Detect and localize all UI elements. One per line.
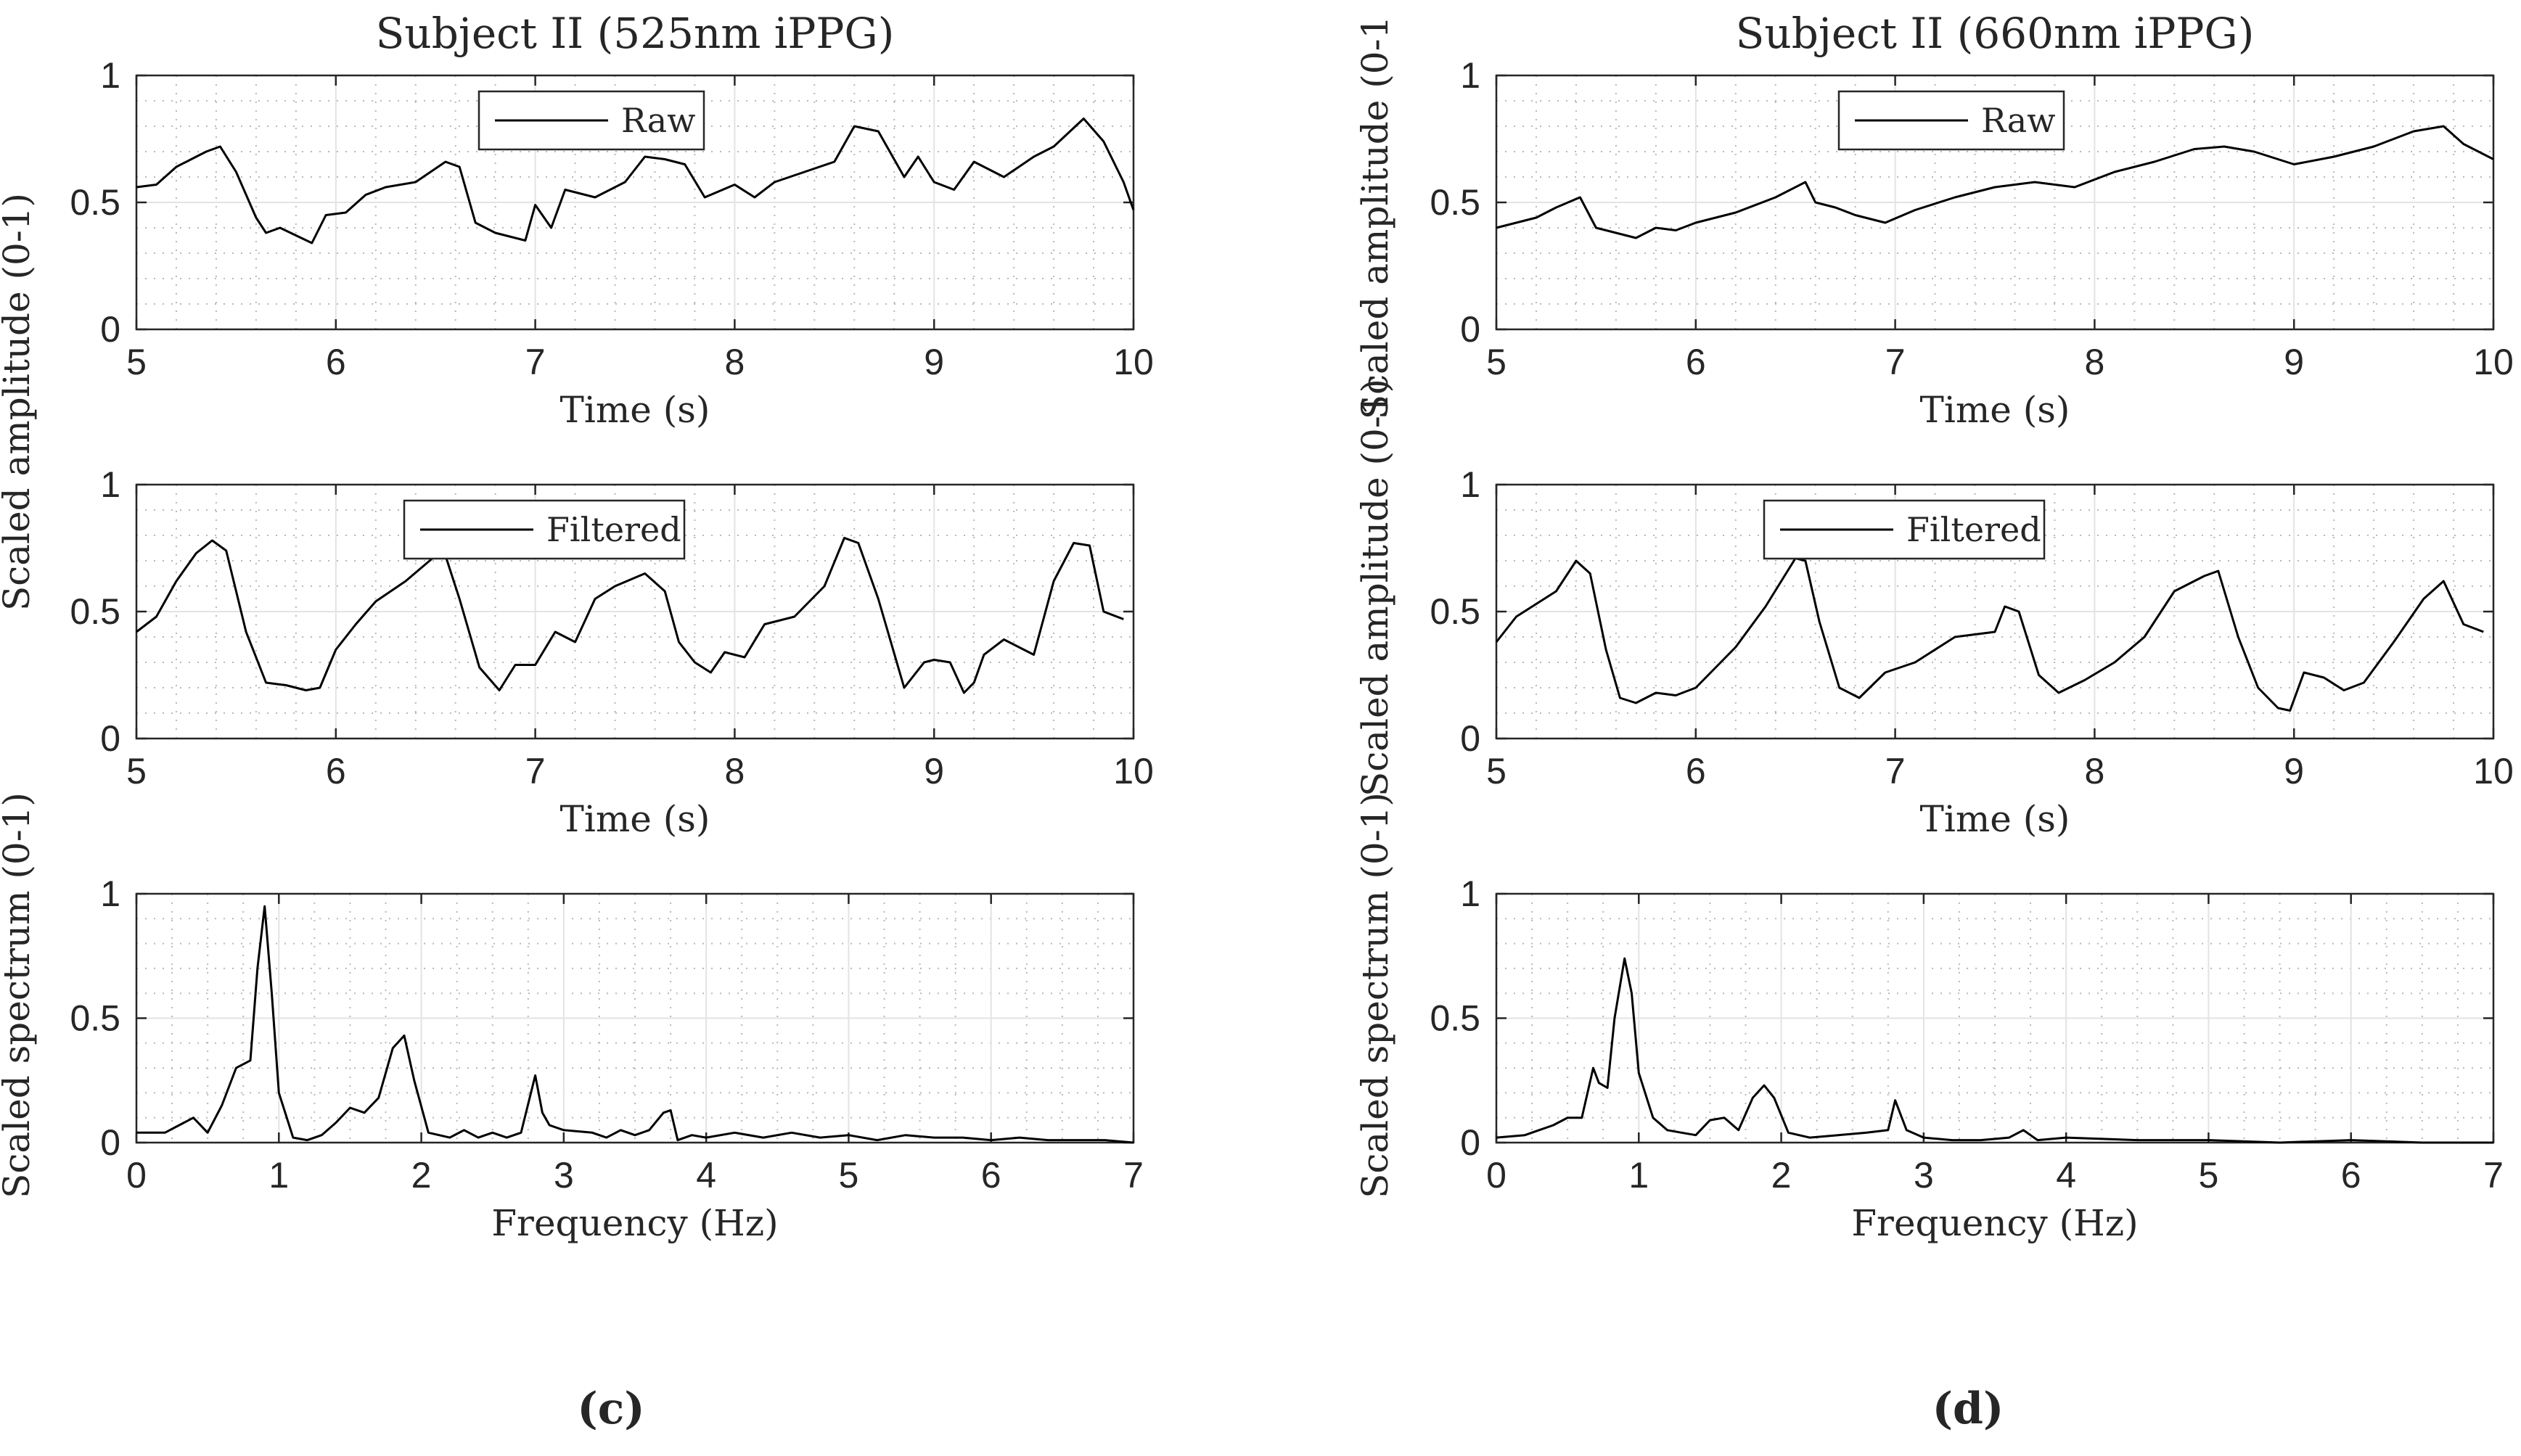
x-tick-label: 0: [1486, 1155, 1507, 1196]
x-tick-label: 5: [1486, 342, 1507, 382]
chart-c-raw: 5 6 7 8 9 10 0 0.5 1 Raw Subject II (525nm iPPG) Ti…: [70, 9, 1153, 431]
y-tick-label: 0.5: [1430, 182, 1480, 223]
x-tick-label: 7: [2483, 1155, 2504, 1196]
chart-d-raw: 5 6 7 8 9 10 0 0.5 1 Raw Subject II (660nm iPPG) Ti…: [1354, 9, 2514, 431]
x-axis-label: Time (s): [1920, 798, 2070, 840]
y-tick-label: 1: [100, 464, 120, 505]
x-tick-label: 7: [1885, 751, 1906, 791]
legend-label: Filtered: [1906, 510, 2041, 549]
x-tick-label: 5: [126, 751, 147, 791]
x-tick-label: 8: [2084, 751, 2104, 791]
y-tick-label: 1: [100, 55, 120, 96]
x-tick-label: 6: [326, 342, 346, 382]
x-tick-label: 4: [2056, 1155, 2076, 1196]
y-tick-label: 0: [100, 1122, 120, 1163]
x-tick-label: 10: [2473, 342, 2514, 382]
x-tick-label: 5: [2199, 1155, 2219, 1196]
y-tick-label: 1: [1460, 873, 1480, 914]
legend-label: Raw: [621, 101, 696, 140]
x-axis-label: Time (s): [560, 389, 710, 431]
x-tick-label: 0: [126, 1155, 147, 1196]
x-tick-label: 6: [326, 751, 346, 791]
y-tick-label: 1: [100, 873, 120, 914]
x-axis-label: Time (s): [1920, 389, 2070, 431]
y-axis-label-shared-left: Scaled amplitude (0-1): [0, 193, 38, 611]
x-tick-label: 5: [839, 1155, 859, 1196]
x-tick-label: 6: [2341, 1155, 2361, 1196]
x-axis-label: Time (s): [560, 798, 710, 840]
x-tick-label: 10: [2473, 751, 2514, 791]
panel-label-d: (d): [1932, 1383, 2004, 1434]
y-tick-label: 0.5: [1430, 998, 1480, 1039]
series-line-d-raw: [1496, 125, 2494, 239]
y-tick-label: 0.5: [70, 591, 120, 632]
x-tick-label: 6: [981, 1155, 1001, 1196]
series-line-c-spectrum: [136, 905, 1134, 1144]
x-tick-label: 9: [924, 342, 944, 382]
x-tick-label: 8: [724, 751, 745, 791]
legend-label: Filtered: [546, 510, 681, 549]
series-line-c-filtered: [136, 537, 1124, 694]
x-tick-label: 1: [269, 1155, 289, 1196]
panel-label-c: (c): [577, 1383, 644, 1434]
chart-d-filtered: 5 6 7 8 9 10 0 0.5 1 Filtered Time (s) Scaled ampli…: [1354, 379, 2514, 840]
y-tick-label: 0.5: [1430, 591, 1480, 632]
x-tick-label: 6: [1686, 342, 1706, 382]
x-tick-label: 5: [1486, 751, 1507, 791]
x-tick-label: 1: [1628, 1155, 1649, 1196]
y-axis-label: Scaled spectrum (0-1): [1354, 792, 1396, 1198]
y-axis-label: Scaled amplitude (0-1): [1354, 379, 1396, 797]
chart-c-filtered: 5 6 7 8 9 10 0 0.5 1 Filtered Time (s): [70, 464, 1153, 840]
series-line-c-raw: [136, 118, 1135, 244]
x-tick-label: 10: [1113, 751, 1154, 791]
y-axis-label: Scaled amplitude (0-1: [1354, 16, 1396, 420]
x-axis-label: Frequency (Hz): [491, 1202, 778, 1244]
legend-label: Raw: [1981, 101, 2056, 140]
x-axis-label: Frequency (Hz): [1851, 1202, 2138, 1244]
chart-c-spectrum: 0 1 2 3 4 5 6 7 0 0.5 1 Frequency (Hz) Scaled spectr…: [0, 792, 1144, 1244]
x-tick-label: 10: [1113, 342, 1154, 382]
y-tick-label: 0.5: [70, 182, 120, 223]
x-tick-label: 2: [1771, 1155, 1792, 1196]
x-tick-label: 8: [724, 342, 745, 382]
y-axis-label: Scaled spectrum (0-1): [0, 792, 38, 1198]
y-tick-label: 0: [100, 309, 120, 350]
chart-d-spectrum: 0 1 2 3 4 5 6 7 0 0.5 1 Frequency (Hz) Scaled spectr…: [1354, 792, 2504, 1244]
y-tick-label: 0: [1460, 309, 1480, 350]
x-tick-label: 9: [2284, 751, 2304, 791]
x-tick-label: 4: [696, 1155, 716, 1196]
x-tick-label: 7: [525, 751, 546, 791]
x-tick-label: 7: [525, 342, 546, 382]
y-tick-label: 0.5: [70, 998, 120, 1039]
x-tick-label: 7: [1885, 342, 1906, 382]
x-tick-label: 5: [126, 342, 147, 382]
chart-title: Subject II (525nm iPPG): [376, 9, 895, 58]
x-tick-label: 2: [411, 1155, 432, 1196]
series-line-d-spectrum: [1496, 957, 2493, 1144]
x-tick-label: 8: [2084, 342, 2104, 382]
x-tick-label: 7: [1123, 1155, 1144, 1196]
chart-title: Subject II (660nm iPPG): [1736, 9, 2255, 58]
y-tick-label: 1: [1460, 464, 1480, 505]
x-tick-label: 9: [924, 751, 944, 791]
y-tick-label: 0: [1460, 1122, 1480, 1163]
x-tick-label: 6: [1686, 751, 1706, 791]
series-line-d-filtered: [1495, 557, 2484, 712]
y-tick-label: 0: [100, 718, 120, 759]
y-tick-label: 1: [1460, 55, 1480, 96]
x-tick-label: 3: [554, 1155, 574, 1196]
x-tick-label: 3: [1914, 1155, 1934, 1196]
y-tick-label: 0: [1460, 718, 1480, 759]
x-tick-label: 9: [2284, 342, 2304, 382]
